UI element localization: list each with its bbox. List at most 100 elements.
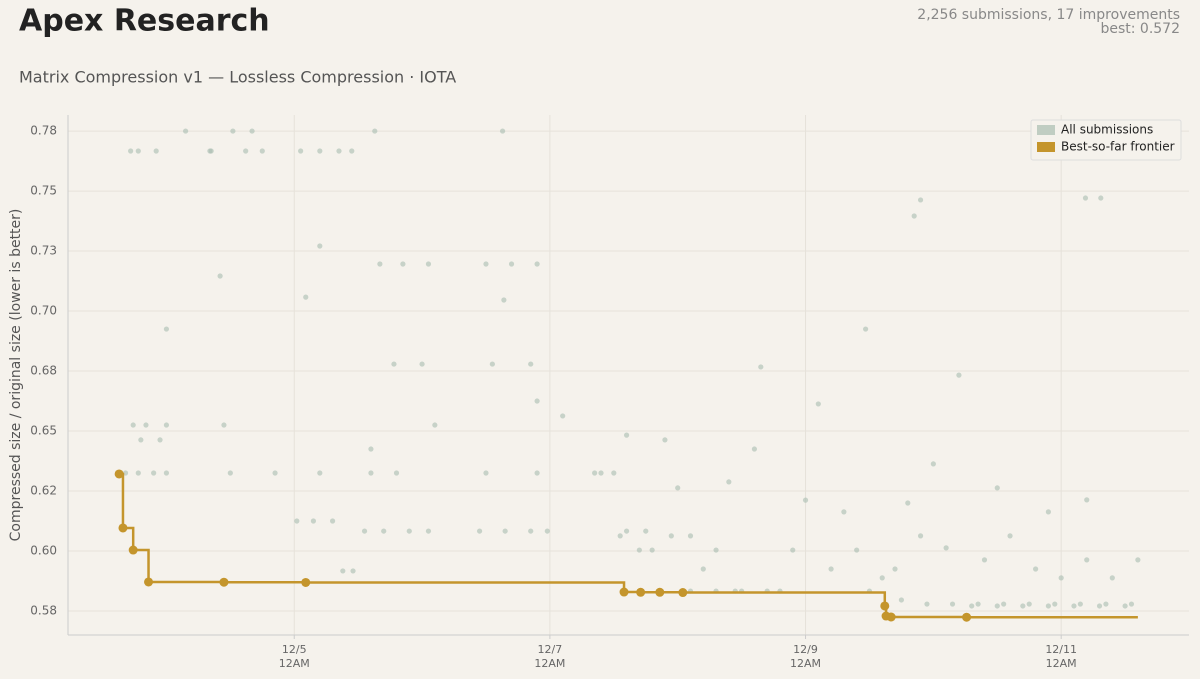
submission-point — [393, 470, 400, 476]
x-tick-label: 12AM — [534, 657, 565, 670]
submission-point — [726, 479, 732, 485]
frontier-point — [880, 601, 890, 611]
submission-point — [713, 547, 719, 553]
submission-point — [336, 148, 342, 154]
submission-point — [623, 528, 630, 534]
submission-point — [298, 148, 304, 154]
submission-point — [499, 128, 506, 134]
frontier-step — [682, 591, 887, 606]
submission-point — [508, 261, 515, 267]
best: best: 0.572 — [1100, 21, 1180, 37]
submission-point — [381, 528, 387, 534]
submission-point — [157, 437, 163, 443]
y-tick-label: 0.78 — [30, 124, 57, 138]
submission-point — [135, 148, 141, 154]
submission-point — [879, 575, 885, 581]
submission-point — [534, 261, 540, 267]
submission-point — [128, 148, 134, 154]
submission-point — [898, 597, 905, 603]
submission-point — [489, 361, 495, 367]
submission-point — [310, 518, 317, 524]
submission-point — [303, 294, 309, 300]
submission-point — [534, 470, 540, 476]
submission-point — [751, 446, 758, 452]
legend-swatch — [1037, 125, 1055, 135]
submission-point — [534, 398, 540, 404]
submission-point — [1045, 509, 1051, 515]
submission-point — [400, 261, 406, 267]
y-tick-label: 0.68 — [30, 364, 57, 378]
submission-point — [617, 533, 623, 539]
chart-title: Matrix Compression v1 — Lossless Compres… — [19, 68, 456, 87]
legend-label: Best-so-far frontier — [1061, 140, 1175, 154]
submission-point — [905, 500, 911, 506]
submission-point — [994, 603, 1000, 609]
submission-point — [130, 422, 136, 428]
legend-swatch — [1037, 142, 1055, 152]
submission-point — [1084, 497, 1090, 503]
submission-point — [138, 437, 144, 443]
submission-point — [377, 261, 383, 267]
submission-point — [476, 528, 483, 534]
submission-point — [372, 128, 378, 134]
submission-point — [528, 528, 534, 534]
legend: All submissions Best-so-far frontier — [1030, 119, 1182, 161]
submission-point — [643, 528, 649, 534]
submission-point — [502, 528, 508, 534]
submission-point — [854, 547, 860, 553]
submission-point — [317, 148, 323, 154]
submission-point — [1045, 603, 1051, 609]
submission-point — [956, 372, 962, 378]
submission-point — [975, 601, 981, 607]
submission-point — [841, 509, 847, 515]
submission-point — [649, 547, 655, 553]
submission-point — [1128, 601, 1135, 607]
frontier-point — [144, 577, 154, 587]
submission-point — [924, 601, 930, 607]
submission-point — [758, 364, 764, 370]
x-tick-label: 12/5 — [282, 643, 307, 656]
frontier-point — [619, 587, 629, 597]
submission-point — [930, 461, 936, 467]
submission-point — [122, 470, 129, 476]
submission-point — [943, 545, 949, 551]
submission-point — [163, 422, 170, 428]
submission-point — [700, 566, 706, 572]
frontier-step — [119, 472, 125, 528]
submission-point — [1098, 195, 1104, 201]
submission-point — [340, 568, 346, 574]
submission-point — [221, 422, 227, 428]
frontier-step — [305, 581, 626, 593]
submission-point — [668, 533, 674, 539]
submission-point — [1052, 601, 1058, 607]
submission-point — [598, 470, 604, 476]
y-tick-label: 0.73 — [30, 244, 57, 258]
submission-point — [1122, 603, 1128, 609]
frontier-point — [655, 587, 665, 597]
x-tick-label: 12/7 — [538, 643, 563, 656]
submission-point — [243, 148, 249, 154]
submission-point — [272, 470, 278, 476]
submission-point — [425, 261, 432, 267]
y-tick-label: 0.58 — [30, 604, 57, 618]
submission-point — [1096, 603, 1103, 609]
submission-point — [143, 422, 149, 428]
submission-point — [969, 603, 975, 609]
submission-point — [317, 243, 323, 249]
frontier-point — [114, 469, 124, 479]
submission-point — [911, 213, 917, 219]
submission-point — [1001, 601, 1007, 607]
submission-point — [317, 470, 323, 476]
submission-point — [1071, 603, 1077, 609]
y-tick-label: 0.70 — [30, 304, 57, 318]
y-tick-label: 0.75 — [30, 184, 57, 198]
submission-point — [259, 148, 265, 154]
submission-point — [917, 533, 924, 539]
submission-point — [163, 470, 170, 476]
submission-point — [294, 518, 300, 524]
submission-point — [135, 470, 141, 476]
submission-point — [544, 528, 550, 534]
legend-label: All submissions — [1061, 123, 1153, 137]
